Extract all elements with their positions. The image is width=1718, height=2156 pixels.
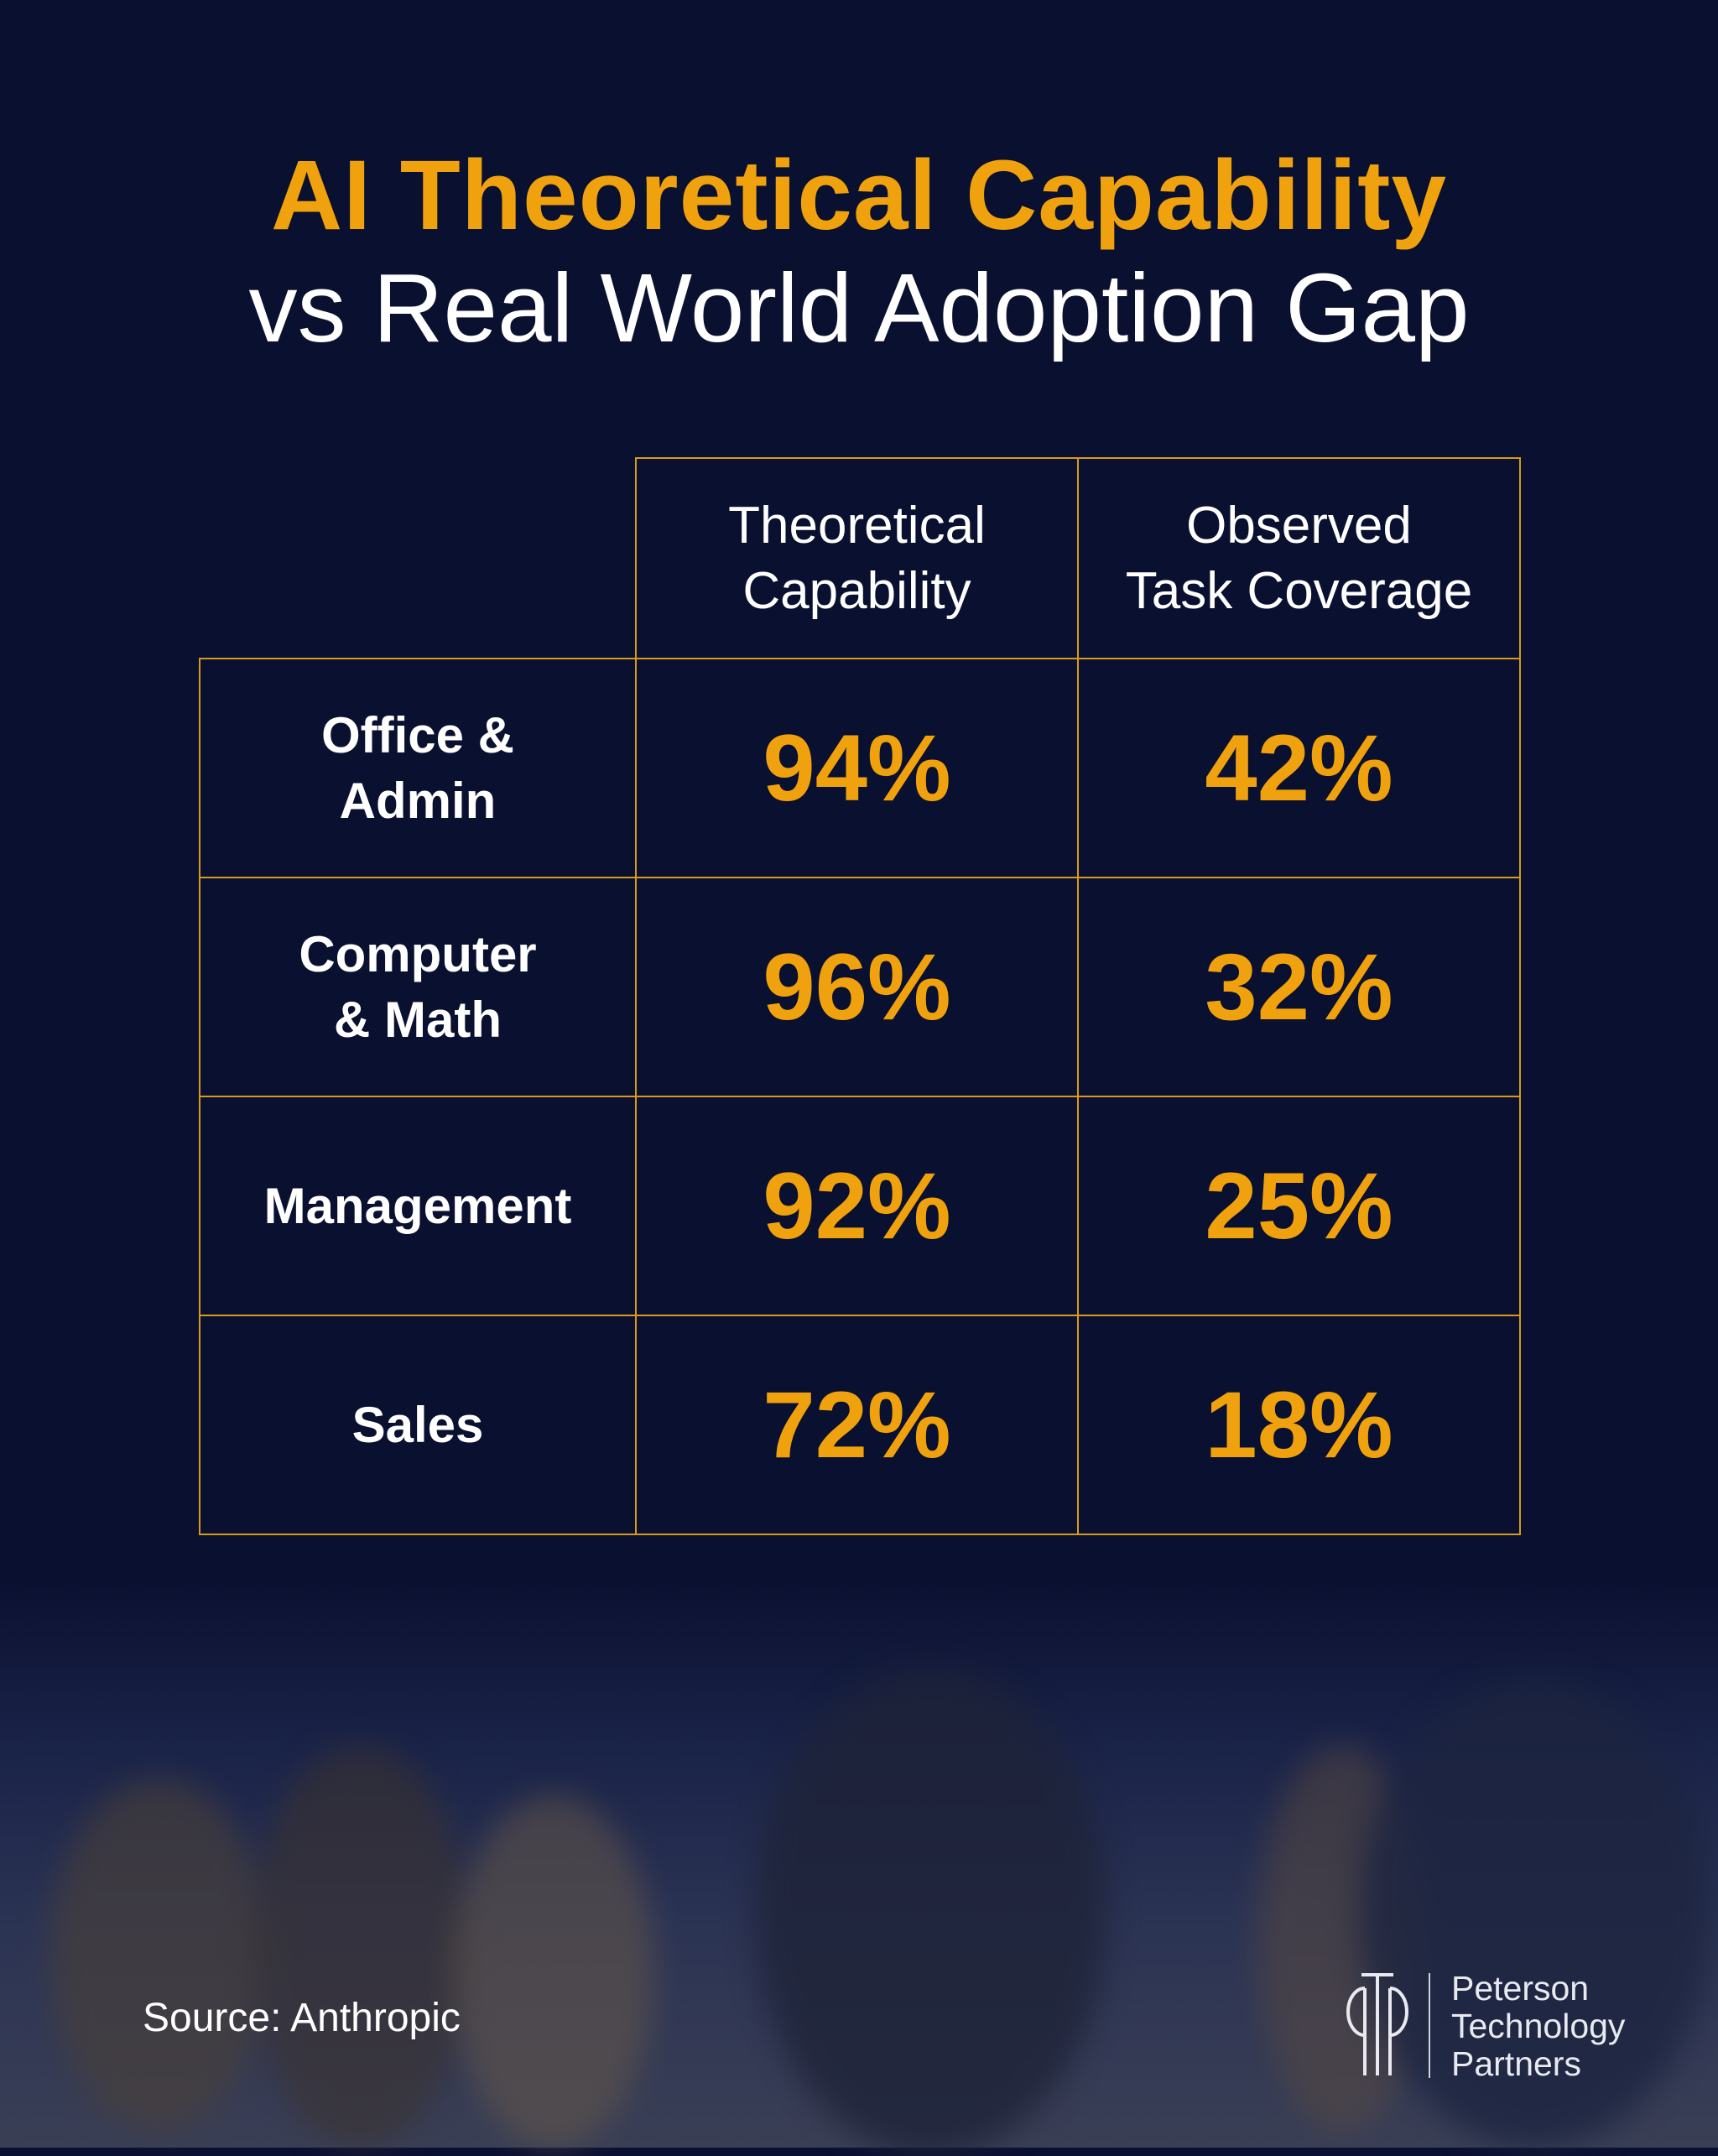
source-note: Source: Anthropic [143,1996,461,2040]
header-observed: Observed Task Coverage [1077,457,1521,659]
brand-name: Peterson Technology Partners [1451,1970,1625,2083]
header-text: Task Coverage [1125,561,1473,620]
header-text: Theoretical [728,496,986,555]
table-row: Management 92% 25% [199,1096,1521,1316]
table-row: Computer & Math 96% 32% [199,877,1521,1097]
team-meeting-photo [0,1577,1718,2156]
header-text: Observed [1186,496,1412,555]
row-label: Office & Admin [199,658,637,878]
header-row: Theoretical Capability Observed Task Cover… [200,457,1521,659]
comparison-table: Theoretical Capability Observed Task Cover… [199,457,1521,1535]
row-label: Sales [199,1315,637,1535]
title-line-2: vs Real World Adoption Gap [248,253,1470,362]
observed-value: 18% [1077,1315,1521,1535]
brand-line: Peterson [1451,1969,1590,2008]
header-text: Capability [742,561,971,620]
ptp-monogram-icon [1346,1973,1408,2075]
observed-value: 25% [1077,1096,1521,1316]
observed-value: 32% [1077,877,1521,1097]
brand-line: Technology [1451,2007,1626,2045]
row-label: Management [199,1096,637,1316]
theoretical-value: 92% [635,1096,1079,1316]
table-row: Sales 72% 18% [199,1315,1521,1535]
title-line-1: AI Theoretical Capability [271,140,1447,251]
theoretical-value: 94% [635,658,1079,878]
header-theoretical: Theoretical Capability [635,457,1079,659]
corner-cell [200,458,636,659]
table-row: Office & Admin 94% 42% [199,658,1521,878]
brand-line: Partners [1451,2044,1581,2083]
observed-value: 42% [1077,658,1521,878]
logo-divider [1429,1973,1430,2078]
theoretical-value: 72% [635,1315,1079,1535]
row-label: Computer & Math [199,877,637,1097]
theoretical-value: 96% [635,877,1079,1097]
